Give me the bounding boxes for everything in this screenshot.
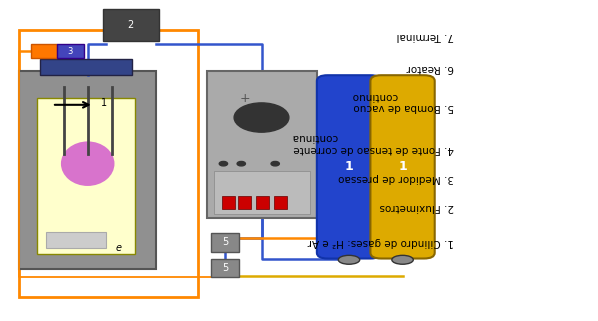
Text: 1: 1 <box>344 160 353 173</box>
FancyBboxPatch shape <box>214 171 310 214</box>
Ellipse shape <box>61 142 114 186</box>
Text: 7. Terminal: 7. Terminal <box>396 31 454 41</box>
Text: 2: 2 <box>127 20 134 30</box>
Circle shape <box>271 161 279 166</box>
Text: 3: 3 <box>68 47 73 56</box>
Bar <box>222 196 235 209</box>
FancyBboxPatch shape <box>211 233 239 252</box>
FancyBboxPatch shape <box>19 71 156 269</box>
Text: 5: 5 <box>222 263 228 273</box>
FancyBboxPatch shape <box>37 99 135 254</box>
FancyBboxPatch shape <box>207 71 317 218</box>
FancyBboxPatch shape <box>317 75 381 258</box>
FancyBboxPatch shape <box>57 44 84 58</box>
Ellipse shape <box>392 255 413 264</box>
Bar <box>19 30 198 297</box>
FancyBboxPatch shape <box>46 232 106 248</box>
FancyBboxPatch shape <box>370 75 435 258</box>
Text: 6. Reator: 6. Reator <box>406 63 454 73</box>
Text: 1. Cilindro de gases: H² e Ar: 1. Cilindro de gases: H² e Ar <box>307 237 454 247</box>
Circle shape <box>219 161 228 166</box>
Bar <box>274 196 287 209</box>
Bar <box>238 196 251 209</box>
FancyBboxPatch shape <box>211 258 239 277</box>
Bar <box>256 196 269 209</box>
Text: 1: 1 <box>398 160 407 173</box>
Text: e: e <box>115 243 121 253</box>
Text: 2. Fluximetros: 2. Fluximetros <box>379 202 454 212</box>
FancyBboxPatch shape <box>30 44 57 58</box>
Circle shape <box>234 103 289 132</box>
Text: 1: 1 <box>102 99 108 108</box>
FancyBboxPatch shape <box>103 9 159 41</box>
Ellipse shape <box>338 255 360 264</box>
Text: +: + <box>240 92 251 105</box>
Text: 4. Fonte de tensao de corrente
   continua: 4. Fonte de tensao de corrente continua <box>293 132 454 154</box>
Text: 5. Bomba de vacuo
   continuo: 5. Bomba de vacuo continuo <box>353 91 454 112</box>
Bar <box>40 59 132 74</box>
Circle shape <box>237 161 245 166</box>
Text: 3. Medidor de pressao: 3. Medidor de pressao <box>338 173 454 183</box>
Text: 5: 5 <box>222 237 228 247</box>
